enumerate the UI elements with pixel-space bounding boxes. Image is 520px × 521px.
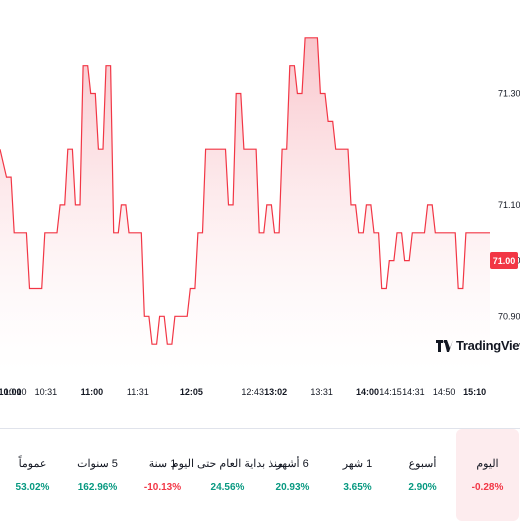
- period-1[interactable]: أسبوع 2.90%: [391, 429, 454, 521]
- last-price-badge: 71.00: [490, 252, 518, 269]
- period-0[interactable]: اليوم -0.28%: [456, 429, 519, 521]
- period-change-value: 20.93%: [276, 482, 310, 493]
- x-tick-label: 10:10: [4, 387, 27, 397]
- period-2[interactable]: 1 شهر 3.65%: [326, 429, 389, 521]
- x-tick-label: 12:05: [180, 387, 203, 397]
- x-tick-label: 13:02: [264, 387, 287, 397]
- x-tick-label: 10:31: [35, 387, 58, 397]
- y-tick-label: 71.10: [498, 200, 520, 210]
- period-label: 1 شهر: [343, 457, 373, 470]
- y-tick-label: 70.90: [498, 311, 520, 321]
- period-label: أسبوع: [409, 457, 437, 470]
- period-change-value: -0.28%: [472, 482, 504, 493]
- period-change-value: 53.02%: [16, 482, 50, 493]
- x-tick-label: 14:15: [379, 387, 402, 397]
- x-tick-label: 14:00: [356, 387, 379, 397]
- period-6[interactable]: 5 سنوات 162.96%: [66, 429, 129, 521]
- period-change-value: 24.56%: [211, 482, 245, 493]
- tradingview-icon: [436, 340, 453, 352]
- x-tick-label: 13:31: [310, 387, 333, 397]
- x-tick-label: 11:31: [127, 387, 149, 397]
- period-change-value: -10.13%: [144, 482, 181, 493]
- price-area-fill: [0, 38, 490, 372]
- period-7[interactable]: عموماً 53.02%: [1, 429, 64, 521]
- y-tick-label: 71.30: [498, 89, 520, 99]
- period-5[interactable]: 1 سنة -10.13%: [131, 429, 194, 521]
- period-label: اليوم: [476, 457, 498, 470]
- period-label: 1 سنة: [149, 457, 177, 470]
- x-tick-label: 14:31: [402, 387, 425, 397]
- x-tick-label: 11:00: [81, 387, 104, 397]
- x-tick-label: 14:50: [433, 387, 456, 397]
- x-tick-label: 12:43: [241, 387, 264, 397]
- tradingview-logo-text: TradingView: [456, 338, 520, 353]
- tradingview-logo: TradingView: [436, 338, 520, 353]
- period-label: 5 سنوات: [77, 457, 118, 470]
- period-change-value: 2.90%: [408, 482, 436, 493]
- period-change-value: 162.96%: [78, 482, 117, 493]
- period-label: عموماً: [19, 457, 47, 470]
- period-change-value: 3.65%: [343, 482, 371, 493]
- x-tick-label: 15:10: [463, 387, 486, 397]
